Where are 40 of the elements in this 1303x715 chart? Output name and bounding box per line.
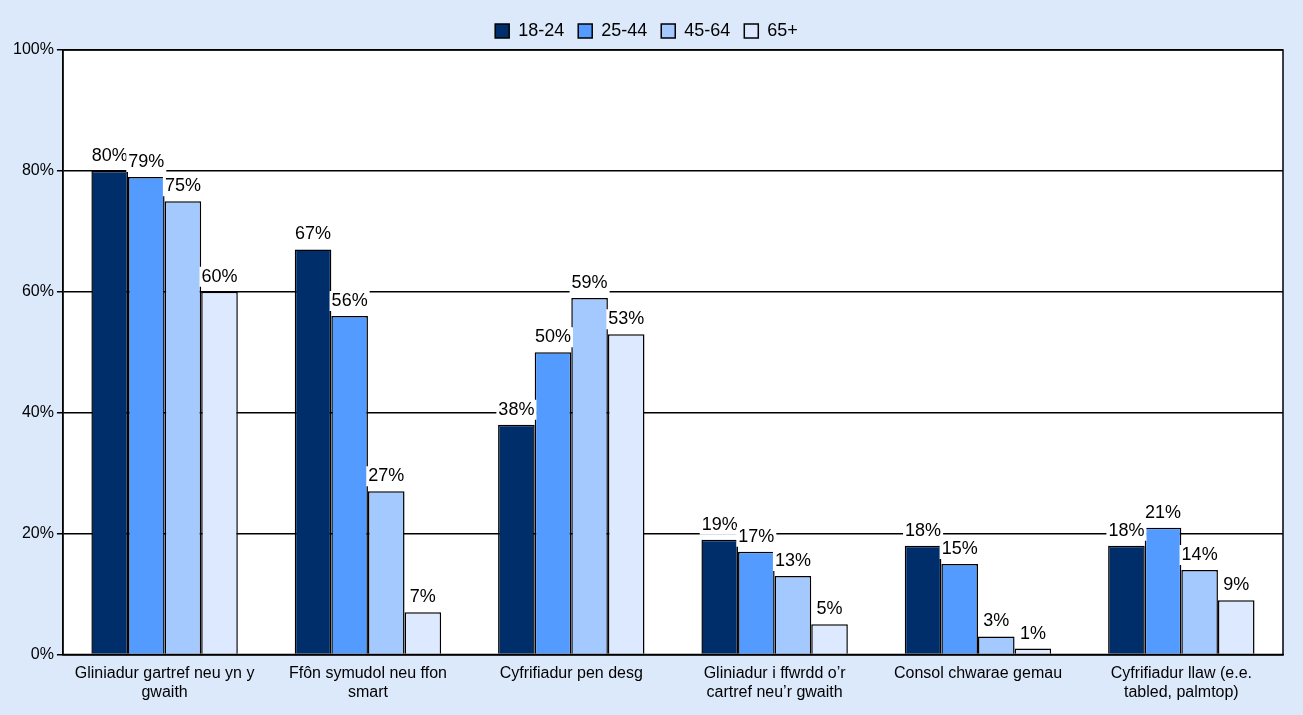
- y-tick-label: 100%: [13, 40, 54, 58]
- data-label: 9%: [1223, 574, 1250, 595]
- x-tick-label: Gliniadur gartref neu yn y gwaith: [74, 663, 255, 700]
- data-label: 21%: [1145, 501, 1182, 522]
- legend-label: 18-24: [518, 19, 565, 40]
- x-tick-label: Consol chwarae gemau: [893, 663, 1063, 681]
- y-tick-label: 0%: [30, 645, 54, 663]
- data-label: 5%: [816, 598, 843, 619]
- data-label: 15%: [941, 537, 978, 558]
- data-label: 53%: [608, 308, 645, 329]
- data-label: 7%: [409, 586, 436, 607]
- data-label: 75%: [164, 175, 201, 196]
- data-label: 80%: [91, 144, 128, 165]
- data-label: 38%: [498, 398, 535, 419]
- data-label: 59%: [571, 271, 608, 292]
- data-label: 27%: [368, 465, 405, 486]
- data-label: 67%: [295, 223, 332, 244]
- y-tick-label: 40%: [21, 403, 54, 421]
- data-label: 1%: [1019, 622, 1046, 643]
- data-label: 18%: [905, 519, 942, 540]
- x-tick-label: Cyfrifiadur llaw (e.e. tabled, palmtop): [1110, 663, 1253, 700]
- legend-label: 45-64: [684, 19, 731, 40]
- x-tick-label: Ffôn symudol neu ffon smart: [288, 663, 447, 700]
- data-label: 13%: [774, 549, 811, 570]
- data-label: 17%: [738, 525, 775, 546]
- legend-label: 65+: [767, 19, 798, 40]
- data-label: 56%: [331, 289, 368, 310]
- data-label: 18%: [1108, 519, 1145, 540]
- data-label: 3%: [983, 610, 1010, 631]
- data-label: 79%: [128, 150, 165, 171]
- data-label: 60%: [201, 265, 238, 286]
- x-tick-label: Gliniadur i ffwrdd o’r cartref neu’r gwaith: [703, 663, 847, 700]
- data-label: 50%: [534, 326, 571, 347]
- y-tick-label: 80%: [21, 161, 54, 179]
- data-label: 19%: [701, 513, 738, 534]
- x-tick-label: Cyfrifiadur pen desg: [499, 663, 643, 681]
- y-tick-label: 60%: [21, 282, 54, 300]
- legend-label: 25-44: [601, 19, 648, 40]
- y-tick-label: 20%: [21, 524, 54, 542]
- data-label: 14%: [1181, 543, 1218, 564]
